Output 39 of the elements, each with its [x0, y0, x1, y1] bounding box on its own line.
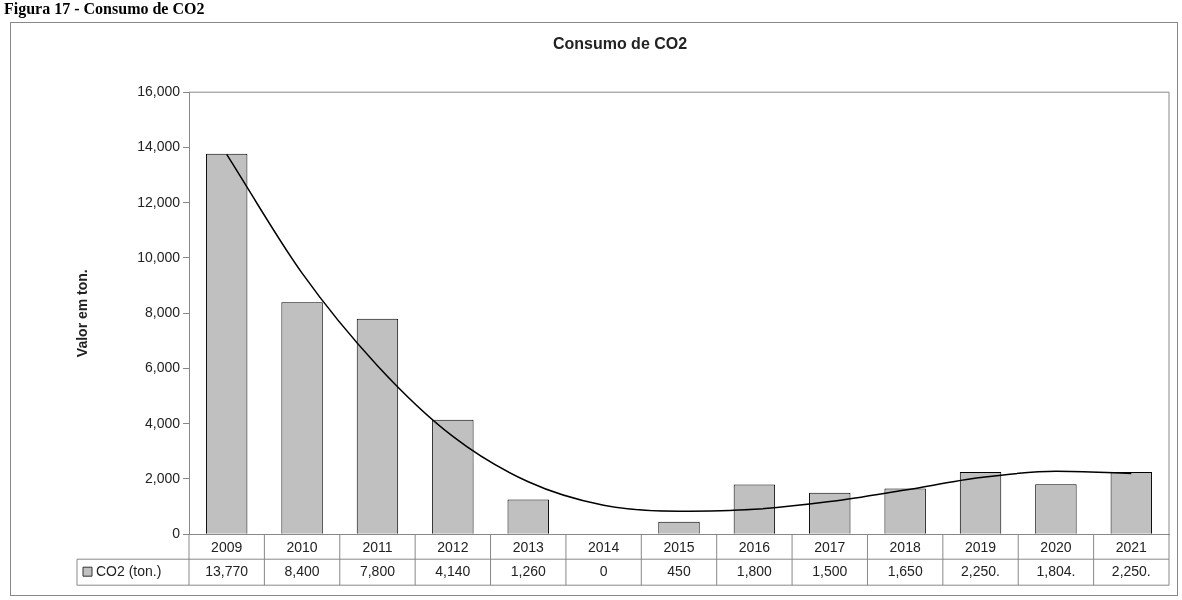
y-tick-label: 10,000	[137, 248, 181, 265]
y-tick-label: 4,000	[144, 414, 181, 431]
data-label: 2,250.	[961, 563, 1001, 580]
x-tick-label: 2009	[211, 539, 243, 556]
data-label: 450	[667, 563, 691, 580]
data-label: 4,140	[435, 563, 471, 580]
x-tick-label: 2012	[437, 539, 469, 556]
y-tick-label: 12,000	[137, 193, 181, 210]
y-tick-label: 0	[172, 525, 181, 542]
legend-label: CO2 (ton.)	[96, 563, 162, 580]
data-label: 1,804.	[1036, 563, 1076, 580]
data-label: 1,800	[736, 563, 773, 580]
y-tick-label: 8,000	[144, 304, 181, 321]
x-tick-label: 2020	[1040, 539, 1072, 556]
x-tick-label: 2010	[286, 539, 318, 556]
chart-title: Consumo de CO2	[552, 35, 688, 53]
text: Figura 17 - Consumo de CO2	[4, 0, 205, 18]
data-label: 2,250.	[1111, 563, 1151, 580]
data-label: 8,400	[284, 563, 320, 580]
y-tick-label: 14,000	[137, 138, 181, 155]
y-axis-title: Valor em ton.	[74, 269, 91, 358]
x-tick-label: 2014	[588, 539, 620, 556]
x-tick-label: 2019	[964, 539, 997, 556]
data-label: 1,500	[812, 563, 848, 580]
x-tick-label: 2015	[663, 539, 695, 556]
x-tick-label: 2011	[362, 539, 393, 556]
data-label: 1,650	[887, 563, 923, 580]
x-tick-label: 2016	[738, 539, 771, 556]
y-tick-label: 2,000	[144, 469, 181, 486]
data-label: 1,260	[510, 563, 546, 580]
y-tick-label: 16,000	[137, 83, 181, 100]
data-label: 0	[599, 563, 608, 580]
x-tick-label: 2017	[814, 539, 846, 556]
data-label: 13,770	[205, 563, 249, 580]
y-tick-label: 6,000	[144, 359, 181, 376]
data-label: 7,800	[359, 563, 396, 580]
x-tick-label: 2018	[889, 539, 921, 556]
x-tick-label: 2021	[1115, 539, 1148, 556]
x-tick-label: 2013	[512, 539, 545, 556]
